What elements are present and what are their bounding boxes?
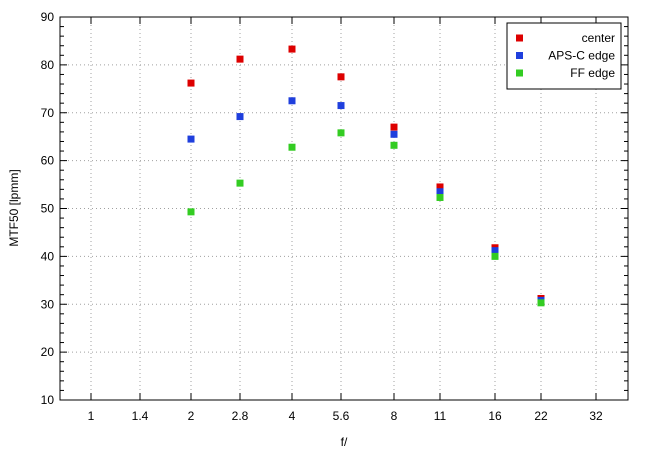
x-tick-label: 5.6 bbox=[333, 409, 350, 423]
y-tick-labels: 10 20 30 40 50 60 70 80 90 bbox=[41, 10, 55, 407]
data-point-center bbox=[436, 183, 444, 191]
grid-lines bbox=[60, 17, 628, 400]
axis-ticks bbox=[60, 16, 628, 401]
data-point-aps-c-edge bbox=[187, 135, 195, 143]
data-point-aps-c-edge bbox=[436, 188, 444, 196]
y-tick-label: 20 bbox=[41, 345, 55, 359]
data-point-aps-c-edge bbox=[337, 102, 345, 110]
data-point-aps-c-edge bbox=[236, 113, 244, 121]
x-tick-label: 4 bbox=[289, 409, 296, 423]
legend-box bbox=[506, 22, 622, 90]
x-tick-label: 1.4 bbox=[132, 409, 149, 423]
y-tick-label: 30 bbox=[41, 297, 55, 311]
data-point-aps-c-edge bbox=[491, 247, 499, 255]
x-tick-labels: 1 1.4 2 2.8 4 5.6 8 11 16 22 32 bbox=[88, 409, 603, 423]
y-tick-label: 40 bbox=[41, 249, 55, 263]
x-tick-label: 8 bbox=[391, 409, 398, 423]
data-point-ff-edge bbox=[390, 141, 398, 149]
y-tick-label: 10 bbox=[41, 393, 55, 407]
y-tick-label: 90 bbox=[41, 10, 55, 24]
data-point-ff-edge bbox=[187, 208, 195, 216]
data-point-center bbox=[288, 45, 296, 53]
data-point-ff-edge bbox=[236, 179, 244, 187]
y-tick-label: 60 bbox=[41, 154, 55, 168]
data-point-ff-edge bbox=[537, 299, 545, 307]
legend-label-aps-c-edge: APS-C edge bbox=[548, 49, 615, 63]
x-tick-label: 16 bbox=[488, 409, 502, 423]
y-tick-label: 50 bbox=[41, 202, 55, 216]
y-tick-label: 70 bbox=[41, 106, 55, 120]
y-tick-label: 80 bbox=[41, 58, 55, 72]
legend: center APS-C edge FF edge bbox=[506, 22, 622, 90]
data-point-ff-edge bbox=[288, 143, 296, 151]
data-point-ff-edge bbox=[491, 252, 499, 260]
data-point-aps-c-edge bbox=[288, 97, 296, 105]
data-point-aps-c-edge bbox=[390, 130, 398, 138]
y-axis-title: MTF50 [lpmm] bbox=[7, 169, 21, 246]
data-point-center bbox=[337, 73, 345, 81]
x-tick-label: 22 bbox=[534, 409, 548, 423]
data-point-center bbox=[390, 123, 398, 131]
legend-label-ff-edge: FF edge bbox=[570, 66, 615, 80]
data-point-center bbox=[236, 55, 244, 63]
legend-marker-aps-c-edge bbox=[516, 52, 523, 59]
legend-label-center: center bbox=[582, 31, 615, 45]
x-tick-label: 2 bbox=[188, 409, 195, 423]
data-points bbox=[187, 45, 545, 307]
x-tick-label: 32 bbox=[589, 409, 603, 423]
x-tick-label: 11 bbox=[434, 409, 447, 423]
x-tick-label: 2.8 bbox=[232, 409, 249, 423]
x-axis-title: f/ bbox=[341, 435, 348, 449]
data-point-ff-edge bbox=[436, 193, 444, 201]
plot-frame bbox=[59, 16, 629, 401]
data-point-center bbox=[187, 79, 195, 87]
data-point-ff-edge bbox=[337, 129, 345, 137]
legend-marker-center bbox=[516, 34, 523, 42]
x-tick-label: 1 bbox=[88, 409, 95, 423]
legend-marker-ff-edge bbox=[516, 69, 523, 77]
